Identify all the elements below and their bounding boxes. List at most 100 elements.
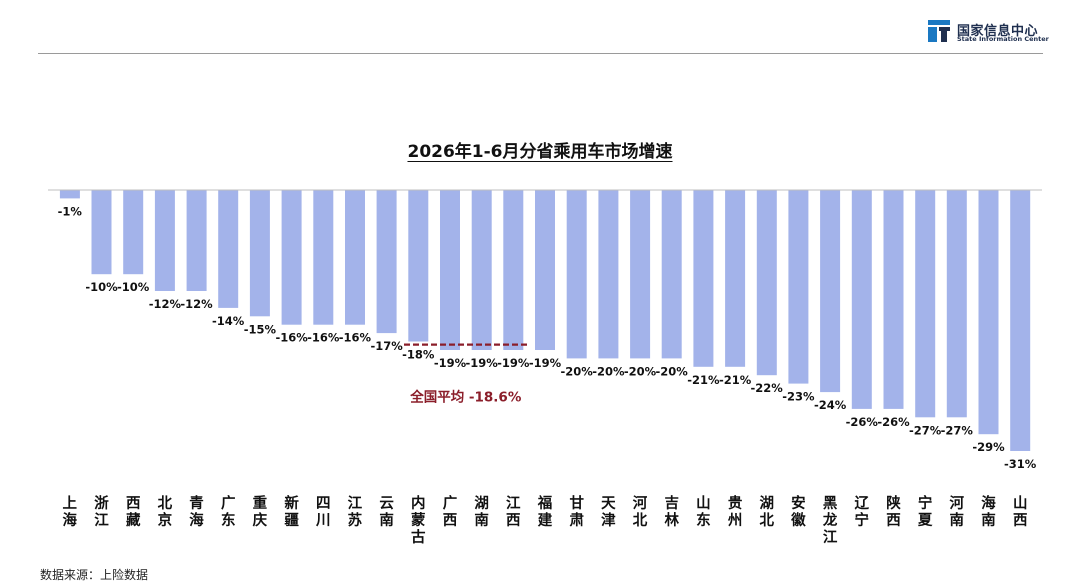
category-label-17: 甘肃 <box>569 494 584 529</box>
category-label-20: 吉林 <box>664 494 679 529</box>
national-average-label: 全国平均 -18.6% <box>409 389 522 406</box>
value-label-5: -12% <box>180 297 213 311</box>
category-label-13: 广西 <box>443 494 458 529</box>
category-label-11: 云南 <box>379 496 394 529</box>
bar-24 <box>788 190 809 384</box>
value-label-3: -10% <box>117 280 150 294</box>
logo-subtitle: State Information Center <box>957 35 1049 43</box>
bar-22 <box>725 190 746 367</box>
bar-28 <box>915 190 936 418</box>
category-label-6: 广东 <box>221 494 236 529</box>
category-label-29: 河南 <box>950 494 965 529</box>
category-label-22: 贵州 <box>727 494 743 529</box>
category-label-21: 山东 <box>696 495 711 529</box>
category-label-4: 北京 <box>158 495 173 529</box>
value-label-12: -18% <box>402 348 435 362</box>
bar-7 <box>249 190 270 317</box>
value-label-30: -29% <box>972 440 1005 454</box>
value-label-9: -16% <box>307 331 340 345</box>
category-label-9: 四川 <box>315 496 331 529</box>
value-label-26: -26% <box>846 415 879 429</box>
value-label-15: -19% <box>497 356 530 370</box>
value-label-6: -14% <box>212 314 245 328</box>
bar-5 <box>186 190 207 291</box>
value-label-18: -20% <box>592 364 625 378</box>
category-label-5: 青海 <box>189 494 204 529</box>
category-label-31: 山西 <box>1013 495 1028 529</box>
bar-14 <box>471 190 492 350</box>
bar-10 <box>345 190 365 325</box>
category-label-27: 陕西 <box>886 494 901 529</box>
category-label-1: 上海 <box>63 495 78 529</box>
bar-18 <box>598 190 619 359</box>
bar-9 <box>313 190 334 325</box>
category-label-19: 河北 <box>633 494 648 529</box>
logo-name: 国家信息中心 <box>957 24 1039 39</box>
bar-6 <box>218 190 239 308</box>
value-label-17: -20% <box>561 364 594 378</box>
bar-21 <box>693 190 714 367</box>
value-label-4: -12% <box>149 297 182 311</box>
chart-title: 2026年1-6月分省乘用车市场增速 <box>0 137 1080 162</box>
category-label-28: 宁夏 <box>918 494 933 529</box>
bar-15 <box>503 190 524 350</box>
value-label-14: -19% <box>465 356 498 370</box>
category-label-23: 湖北 <box>759 495 774 529</box>
value-label-11: -17% <box>370 339 403 353</box>
value-label-29: -27% <box>941 423 974 437</box>
value-label-8: -16% <box>275 331 308 345</box>
chart-title-text: 2026年1-6月分省乘用车市场增速 <box>407 142 673 162</box>
value-label-20: -20% <box>656 364 689 378</box>
value-label-24: -23% <box>782 390 815 404</box>
category-label-26: 辽宁 <box>855 495 870 529</box>
bar-12 <box>408 190 429 342</box>
bar-4 <box>154 190 175 291</box>
bar-30 <box>978 190 999 435</box>
category-label-18: 天津 <box>601 495 616 529</box>
value-label-23: -22% <box>751 381 784 395</box>
bar-17 <box>566 190 587 359</box>
bar-13 <box>440 190 460 350</box>
bar-29 <box>946 190 967 418</box>
category-label-12: 内蒙古 <box>411 494 426 546</box>
category-label-24: 安徽 <box>790 494 806 529</box>
bar-20 <box>661 190 682 359</box>
category-label-10: 江苏 <box>348 494 363 529</box>
value-label-2: -10% <box>85 280 118 294</box>
bar-25 <box>820 190 841 393</box>
bar-19 <box>630 190 651 359</box>
value-label-31: -31% <box>1004 457 1037 471</box>
bar-16 <box>535 190 555 350</box>
category-label-8: 新疆 <box>284 494 299 529</box>
bar-26 <box>851 190 872 409</box>
value-label-10: -16% <box>339 331 372 345</box>
bar-23 <box>756 190 777 376</box>
value-label-28: -27% <box>909 423 942 437</box>
category-label-15: 江西 <box>506 494 521 529</box>
value-label-22: -21% <box>719 373 752 387</box>
bar-31 <box>1010 190 1031 451</box>
category-label-16: 福建 <box>537 494 553 529</box>
value-label-13: -19% <box>434 356 467 370</box>
bar-8 <box>281 190 302 325</box>
value-label-27: -26% <box>877 415 910 429</box>
value-label-16: -19% <box>529 356 562 370</box>
state-information-center-logo: 国家信息中心 State Information Center <box>928 18 1049 44</box>
bar-2 <box>91 190 112 275</box>
category-label-30: 海南 <box>981 494 996 529</box>
value-label-19: -20% <box>624 364 657 378</box>
value-label-21: -21% <box>687 373 720 387</box>
bar-27 <box>883 190 904 409</box>
value-label-7: -15% <box>244 322 277 336</box>
category-label-7: 重庆 <box>253 494 268 529</box>
value-label-1: -1% <box>58 204 83 218</box>
bar-11 <box>376 190 397 334</box>
data-source-note: 数据来源：上险数据 <box>40 568 149 582</box>
category-label-25: 黑龙江 <box>822 495 838 546</box>
category-label-3: 西藏 <box>126 495 141 529</box>
logo-mark-icon <box>928 20 950 42</box>
bar-1 <box>59 190 80 199</box>
category-label-14: 湖南 <box>474 495 489 529</box>
value-label-25: -24% <box>814 398 847 412</box>
